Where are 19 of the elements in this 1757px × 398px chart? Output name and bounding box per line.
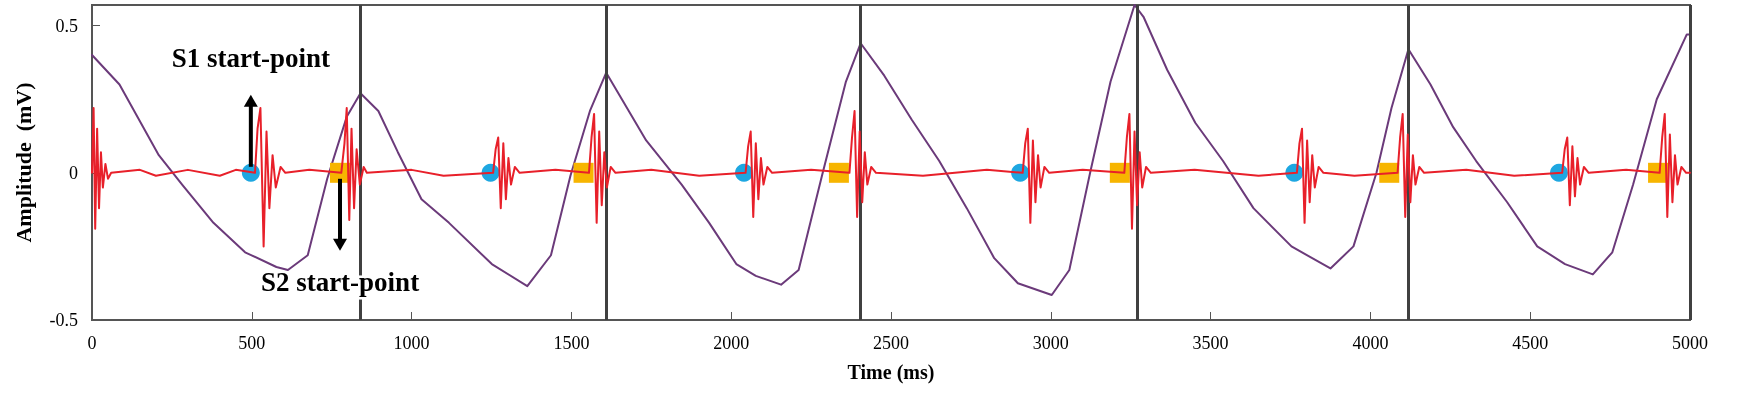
- x-axis-title: Time (ms): [847, 361, 935, 384]
- x-tick-label: 2000: [713, 333, 750, 353]
- x-tick-label: 3500: [1192, 333, 1229, 353]
- y-axis-title: Amplitude (mV): [10, 82, 36, 243]
- x-tick-label: 1500: [553, 333, 590, 353]
- annotation: S1 start-point: [171, 43, 330, 74]
- x-tick-label: 1000: [393, 333, 430, 353]
- x-tick-label: 4000: [1352, 333, 1389, 353]
- y-tick-label: -0.5: [49, 310, 78, 330]
- y-tick-label: 0.5: [55, 15, 78, 36]
- x-tick-label: 4500: [1512, 333, 1549, 353]
- y-tick-label: 0: [69, 162, 78, 183]
- x-tick-label: 500: [238, 333, 266, 353]
- line-series: [91, 107, 1691, 248]
- x-tick-label: 2500: [873, 333, 909, 353]
- x-tick-label: 3000: [1032, 333, 1069, 353]
- x-tick-label: 5000: [1672, 333, 1708, 353]
- x-tick-label: 0: [87, 333, 97, 353]
- line-series: [91, 4, 1691, 296]
